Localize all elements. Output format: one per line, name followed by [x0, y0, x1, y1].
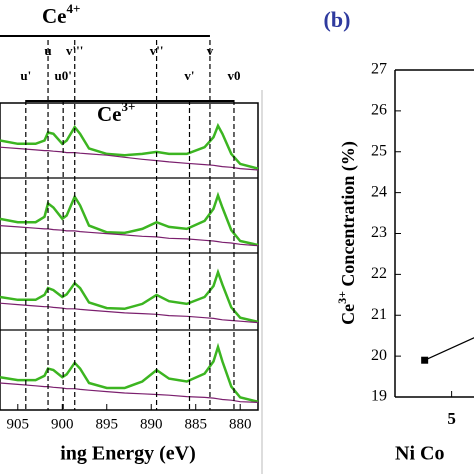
x-tick-label: 900 — [51, 416, 74, 432]
x-tick-label: 895 — [96, 416, 119, 432]
group-label: Ce4+ — [42, 1, 80, 28]
x-tick-label: 880 — [229, 416, 252, 432]
spectrum-line — [0, 122, 259, 170]
spectrum-line — [0, 382, 259, 403]
group-text: Ce — [97, 102, 122, 126]
group-sup: 4+ — [67, 1, 81, 16]
x-tick-label: 885 — [184, 416, 207, 432]
peak-label: u0' — [54, 68, 71, 83]
peak-label: v — [207, 43, 214, 58]
x-axis-label: ing Energy (eV) — [60, 443, 196, 465]
data-line — [424, 337, 474, 361]
y-tick-label: 23 — [371, 224, 387, 241]
group-sup: 3+ — [122, 99, 136, 114]
spectrum-line — [0, 342, 259, 403]
x-axis-label: Ni Co — [395, 443, 444, 465]
y-axis-label: Ce3+ Concentration (%) — [335, 141, 359, 325]
peak-label: u' — [20, 68, 31, 83]
y-tick-label: 20 — [371, 347, 387, 364]
y-label-rest: Concentration (%) — [338, 141, 359, 291]
y-label-sup: 3+ — [335, 291, 349, 304]
y-tick-label: 26 — [371, 102, 387, 119]
y-tick-label: 21 — [371, 306, 387, 323]
y-tick-label: 19 — [371, 388, 387, 405]
spectrum-line — [0, 146, 259, 171]
panel-label: (b) — [324, 7, 351, 32]
group-text: Ce — [42, 4, 67, 28]
peak-label: v' — [184, 68, 194, 83]
x-tick-label: 890 — [140, 416, 163, 432]
y-tick-label: 24 — [371, 183, 387, 200]
spectrum-line — [0, 268, 259, 324]
spectrum-line — [0, 191, 259, 247]
y-tick-label: 25 — [371, 142, 387, 159]
data-point — [421, 356, 429, 364]
group-label: Ce3+ — [97, 99, 135, 126]
y-label-text: Ce — [338, 304, 358, 325]
peak-label: v0 — [227, 68, 240, 83]
peak-label: u — [44, 43, 51, 58]
spectrum-line — [0, 302, 259, 324]
x-tick-label: 905 — [7, 416, 30, 432]
left-frame — [0, 102, 259, 411]
x-tick-label: 5 — [447, 409, 456, 428]
y-tick-label: 27 — [371, 61, 387, 78]
peak-label: v''' — [66, 43, 83, 58]
y-tick-label: 22 — [371, 265, 387, 282]
spectrum-line — [0, 225, 259, 247]
right-chart: 19 20 21 22 23 24 25 26 27 5 — [371, 61, 474, 428]
peak-label: v'' — [150, 43, 164, 58]
